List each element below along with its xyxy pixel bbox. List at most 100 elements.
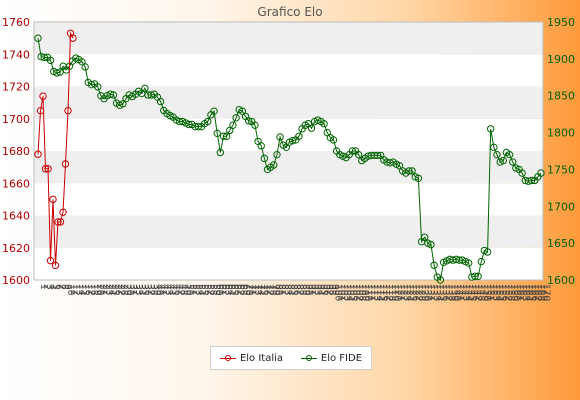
x-tick-label: 97 <box>324 284 334 295</box>
x-tick-label: 166 <box>529 284 539 301</box>
x-tick-label: 108 <box>356 284 366 301</box>
x-tick-label: 47 <box>175 284 185 295</box>
x-tick-label: 103 <box>342 284 352 301</box>
x-tick-label: 8 <box>59 284 69 290</box>
x-tick-label: 18 <box>89 284 99 296</box>
grid-band <box>34 215 543 248</box>
data-point <box>219 132 228 140</box>
data-point <box>64 106 72 115</box>
x-tick-label: 156 <box>499 284 509 301</box>
legend-swatch-italia <box>219 354 236 362</box>
x-tick-label: 131 <box>425 284 435 301</box>
x-tick-label: 117 <box>383 284 393 301</box>
x-tick-label: 23 <box>103 284 113 295</box>
x-tick-label: 142 <box>458 284 468 301</box>
x-tick-label: 16 <box>83 284 93 296</box>
x-tick-label: 72 <box>249 284 259 295</box>
x-tick-label: 165 <box>526 284 536 301</box>
x-tick-label: 167 <box>532 284 542 301</box>
x-tick-label: 58 <box>208 284 218 296</box>
data-point <box>147 91 155 99</box>
data-point <box>408 167 416 175</box>
data-point <box>373 151 382 160</box>
x-tick-label: 127 <box>413 284 423 301</box>
data-point <box>244 117 253 125</box>
x-tick-label: 9 <box>62 284 72 290</box>
series-elo-italia <box>34 29 77 270</box>
x-tick-label: 158 <box>505 284 515 301</box>
x-tick-label: 71 <box>246 284 256 295</box>
x-tick-label: 15 <box>80 284 90 295</box>
data-point <box>46 56 55 65</box>
x-tick-label: 145 <box>467 284 477 301</box>
left-tick-label: 1700 <box>2 113 30 126</box>
x-tick-label: 133 <box>431 284 441 301</box>
x-tick-label: 81 <box>276 284 286 295</box>
data-point <box>106 90 115 98</box>
x-tick-label: 57 <box>205 284 215 295</box>
x-tick-label: 31 <box>127 284 137 295</box>
grid-band <box>34 22 543 55</box>
x-tick-label: 74 <box>255 284 265 296</box>
data-point <box>493 150 501 159</box>
x-tick-label: 61 <box>217 284 227 295</box>
x-tick-label: 76 <box>261 284 271 296</box>
legend-item-italia: Elo Italia <box>219 353 283 364</box>
x-tick-label: 160 <box>511 284 521 301</box>
x-tick-label: 86 <box>291 284 301 296</box>
data-point <box>323 128 331 137</box>
x-tick-label: 84 <box>285 284 295 296</box>
data-point <box>156 97 165 106</box>
x-tick-label: 39 <box>151 284 161 296</box>
data-point <box>44 165 52 173</box>
right-tick-label: 1850 <box>547 90 575 103</box>
x-tick-label: 164 <box>523 284 533 301</box>
grid-band <box>34 151 543 184</box>
data-point <box>56 68 64 76</box>
legend-item-fide: Elo FIDE <box>300 353 362 364</box>
x-tick-label: 38 <box>148 284 158 296</box>
data-point <box>216 148 225 157</box>
x-tick-label: 100 <box>333 284 343 301</box>
x-tick-label: 90 <box>303 284 313 296</box>
x-tick-label: 80 <box>273 284 283 296</box>
x-tick-label: 29 <box>121 284 131 296</box>
x-tick-label: 3 <box>44 284 54 290</box>
data-point <box>78 58 86 66</box>
x-tick-label: 69 <box>240 284 250 296</box>
x-tick-label: 30 <box>124 284 134 296</box>
data-point <box>87 80 96 89</box>
x-tick-label: 87 <box>294 284 304 295</box>
data-point <box>270 161 278 169</box>
data-point <box>348 147 357 155</box>
x-tick-label: 45 <box>169 284 179 295</box>
right-axis-ticks: 1600 1650 1700 1750 1800 1850 1900 1950 <box>547 16 575 287</box>
x-tick-label: 6 <box>53 284 63 290</box>
x-tick-label: 65 <box>228 284 238 295</box>
data-point <box>509 158 517 166</box>
x-tick-label: 140 <box>452 284 462 301</box>
x-tick-label: 155 <box>496 284 506 301</box>
x-tick-label: 75 <box>258 284 268 295</box>
data-point <box>213 129 221 138</box>
x-tick-label: 148 <box>476 284 486 301</box>
x-tick-label: 55 <box>199 284 209 295</box>
x-tick-label: 51 <box>187 284 197 295</box>
x-tick-label: 129 <box>419 284 429 301</box>
x-tick-label: 4 <box>47 284 57 290</box>
right-tick-label: 1650 <box>547 237 575 250</box>
data-point <box>471 272 479 281</box>
x-tick-label: 101 <box>336 284 346 301</box>
x-tick-label: 21 <box>98 284 108 295</box>
data-point <box>430 261 438 269</box>
x-tick-label: 163 <box>520 284 530 301</box>
x-tick-label: 78 <box>267 284 277 296</box>
x-tick-label: 98 <box>327 284 337 296</box>
x-tick-label: 118 <box>386 284 396 301</box>
x-tick-label: 2 <box>41 284 51 290</box>
x-tick-label: 43 <box>163 284 173 295</box>
x-tick-label: 120 <box>392 284 402 301</box>
x-tick-label: 114 <box>374 284 384 301</box>
data-point <box>276 133 284 141</box>
